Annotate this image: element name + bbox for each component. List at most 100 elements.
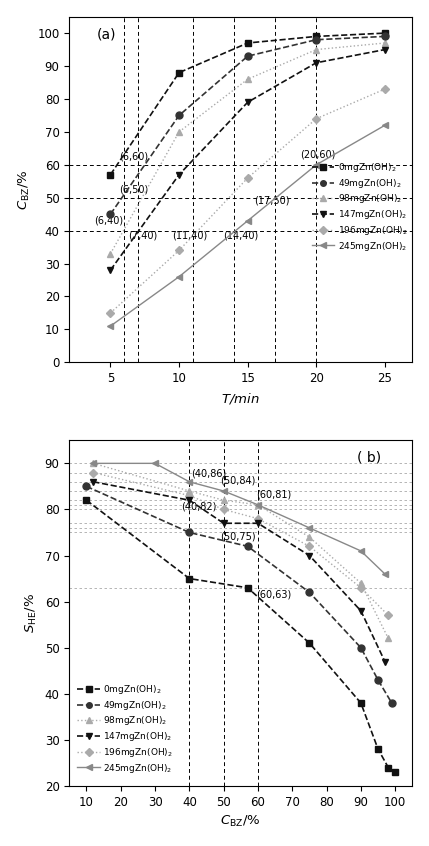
196mgZn(OH)$_2$ [221, 504, 226, 514]
245mgZn(OH)$_2$ [245, 216, 250, 226]
196mgZn(OH)$_2$ [245, 173, 250, 183]
245mgZn(OH)$_2$ [176, 272, 181, 282]
147mgZn(OH)$_2$ [358, 606, 363, 616]
Line: 0mgZn(OH)$_2$: 0mgZn(OH)$_2$ [107, 30, 388, 179]
0mgZn(OH)$_2$ [108, 169, 113, 179]
Y-axis label: $C_{{\rm BZ}}$/%: $C_{{\rm BZ}}$/% [17, 169, 32, 210]
245mgZn(OH)$_2$ [187, 476, 192, 486]
0mgZn(OH)$_2$ [176, 68, 181, 78]
98mgZn(OH)$_2$ [255, 500, 260, 510]
49mgZn(OH)$_2$ [314, 35, 319, 45]
98mgZn(OH)$_2$ [245, 74, 250, 85]
98mgZn(OH)$_2$ [386, 634, 391, 644]
196mgZn(OH)$_2$ [187, 491, 192, 501]
245mgZn(OH)$_2$ [314, 160, 319, 170]
Legend: 0mgZn(OH)$_2$, 49mgZn(OH)$_2$, 98mgZn(OH)$_2$, 147mgZn(OH)$_2$, 196mgZn(OH)$_2$,: 0mgZn(OH)$_2$, 49mgZn(OH)$_2$, 98mgZn(OH… [77, 683, 173, 775]
147mgZn(OH)$_2$ [91, 476, 96, 486]
Line: 98mgZn(OH)$_2$: 98mgZn(OH)$_2$ [107, 40, 388, 257]
147mgZn(OH)$_2$ [108, 265, 113, 275]
49mgZn(OH)$_2$ [245, 541, 250, 552]
49mgZn(OH)$_2$ [84, 481, 89, 492]
0mgZn(OH)$_2$ [187, 574, 192, 584]
196mgZn(OH)$_2$ [358, 583, 363, 593]
196mgZn(OH)$_2$ [176, 245, 181, 255]
49mgZn(OH)$_2$ [382, 31, 387, 41]
98mgZn(OH)$_2$ [187, 486, 192, 496]
Text: (a): (a) [97, 27, 116, 41]
196mgZn(OH)$_2$ [255, 514, 260, 524]
196mgZn(OH)$_2$ [314, 113, 319, 124]
Text: (40,86): (40,86) [191, 468, 227, 478]
Line: 196mgZn(OH)$_2$: 196mgZn(OH)$_2$ [91, 470, 391, 618]
0mgZn(OH)$_2$ [375, 744, 381, 754]
196mgZn(OH)$_2$ [307, 541, 312, 552]
147mgZn(OH)$_2$ [382, 656, 387, 667]
98mgZn(OH)$_2$ [382, 38, 387, 48]
Line: 49mgZn(OH)$_2$: 49mgZn(OH)$_2$ [83, 483, 395, 706]
0mgZn(OH)$_2$ [386, 762, 391, 772]
Text: (7,40): (7,40) [128, 230, 157, 240]
Text: (11,40): (11,40) [172, 230, 208, 240]
98mgZn(OH)$_2$ [176, 127, 181, 137]
196mgZn(OH)$_2$ [382, 84, 387, 94]
49mgZn(OH)$_2$ [108, 209, 113, 219]
0mgZn(OH)$_2$ [382, 28, 387, 38]
49mgZn(OH)$_2$ [358, 643, 363, 653]
Text: ( b): ( b) [357, 451, 381, 464]
Text: (50,75): (50,75) [220, 531, 256, 541]
Line: 147mgZn(OH)$_2$: 147mgZn(OH)$_2$ [107, 47, 388, 273]
X-axis label: $T$/min: $T$/min [221, 391, 260, 405]
196mgZn(OH)$_2$ [108, 308, 113, 318]
Text: (6,50): (6,50) [119, 184, 148, 195]
98mgZn(OH)$_2$ [307, 532, 312, 542]
Line: 245mgZn(OH)$_2$: 245mgZn(OH)$_2$ [107, 122, 388, 330]
Text: (14,40): (14,40) [223, 230, 258, 240]
0mgZn(OH)$_2$ [307, 638, 312, 648]
Line: 98mgZn(OH)$_2$: 98mgZn(OH)$_2$ [90, 460, 392, 642]
196mgZn(OH)$_2$ [386, 610, 391, 620]
245mgZn(OH)$_2$ [307, 523, 312, 533]
147mgZn(OH)$_2$ [176, 169, 181, 179]
245mgZn(OH)$_2$ [221, 486, 226, 496]
Text: (6,40): (6,40) [94, 216, 123, 226]
147mgZn(OH)$_2$ [314, 58, 319, 68]
49mgZn(OH)$_2$ [187, 527, 192, 537]
49mgZn(OH)$_2$ [375, 675, 381, 685]
98mgZn(OH)$_2$ [91, 459, 96, 469]
245mgZn(OH)$_2$ [255, 500, 260, 510]
245mgZn(OH)$_2$ [358, 546, 363, 556]
98mgZn(OH)$_2$ [358, 578, 363, 588]
245mgZn(OH)$_2$ [91, 459, 96, 469]
49mgZn(OH)$_2$ [176, 110, 181, 120]
Text: (17,50): (17,50) [254, 196, 290, 206]
98mgZn(OH)$_2$ [314, 45, 319, 55]
0mgZn(OH)$_2$ [358, 698, 363, 708]
Text: (20,60): (20,60) [300, 150, 335, 160]
Line: 147mgZn(OH)$_2$: 147mgZn(OH)$_2$ [90, 478, 388, 665]
Line: 49mgZn(OH)$_2$: 49mgZn(OH)$_2$ [107, 33, 388, 217]
245mgZn(OH)$_2$ [152, 459, 157, 469]
Text: (50,84): (50,84) [220, 475, 256, 485]
147mgZn(OH)$_2$ [307, 551, 312, 561]
98mgZn(OH)$_2$ [221, 495, 226, 505]
Text: (60,81): (60,81) [256, 489, 291, 499]
0mgZn(OH)$_2$ [245, 583, 250, 593]
196mgZn(OH)$_2$ [91, 468, 96, 478]
0mgZn(OH)$_2$ [393, 767, 398, 777]
Text: (6,60): (6,60) [119, 151, 148, 162]
0mgZn(OH)$_2$ [245, 38, 250, 48]
Text: (60,63): (60,63) [256, 590, 291, 599]
49mgZn(OH)$_2$ [307, 587, 312, 597]
Line: 0mgZn(OH)$_2$: 0mgZn(OH)$_2$ [83, 497, 399, 776]
147mgZn(OH)$_2$ [187, 495, 192, 505]
0mgZn(OH)$_2$ [314, 31, 319, 41]
0mgZn(OH)$_2$ [84, 495, 89, 505]
X-axis label: $C_{{\rm BZ}}$/%: $C_{{\rm BZ}}$/% [221, 814, 261, 829]
Legend: 0mgZn(OH)$_2$, 49mgZn(OH)$_2$, 98mgZn(OH)$_2$, 147mgZn(OH)$_2$, 196mgZn(OH)$_2$,: 0mgZn(OH)$_2$, 49mgZn(OH)$_2$, 98mgZn(OH… [312, 161, 408, 253]
147mgZn(OH)$_2$ [221, 519, 226, 529]
147mgZn(OH)$_2$ [255, 519, 260, 529]
245mgZn(OH)$_2$ [108, 321, 113, 331]
49mgZn(OH)$_2$ [245, 51, 250, 61]
245mgZn(OH)$_2$ [382, 569, 387, 579]
Text: (40,82): (40,82) [181, 502, 216, 512]
